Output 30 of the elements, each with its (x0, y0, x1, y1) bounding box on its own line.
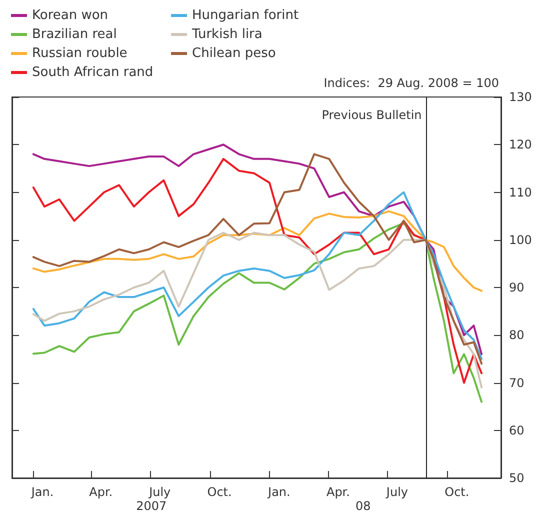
line-series (32, 210, 483, 292)
legend-label: South African rand (32, 65, 154, 80)
y-tick-label: 130 (509, 90, 532, 104)
legend-label: Korean won (32, 8, 108, 23)
text: 2007 (136, 499, 167, 513)
x-tick-label: July (385, 485, 408, 499)
legend-label: Turkish lira (191, 27, 262, 42)
y-tick-label: 110 (509, 185, 532, 200)
legend-label: Brazilian real (32, 27, 117, 42)
y-tick-label: 60 (509, 423, 524, 438)
legend-label: Chilean peso (192, 46, 276, 61)
x-tick-label: Jan. (30, 485, 54, 499)
x-tick-label: Jan. (267, 485, 290, 499)
text: Indices: 29 Aug. 2008 = 100 (324, 76, 500, 90)
text: 08 (355, 499, 371, 513)
x-tick-label: Apr. (89, 485, 113, 499)
y-tick-label: 50 (509, 471, 524, 485)
ref-line-label: Previous Bulletin (322, 108, 422, 122)
x-tick-label: Apr. (326, 485, 350, 499)
y-tick-label: 80 (509, 328, 524, 342)
x-tick-label: Oct. (207, 485, 232, 499)
y-tick-label: 70 (509, 376, 524, 390)
x-tick-label: July (148, 485, 171, 499)
legend-label: Russian rouble (32, 46, 128, 61)
x-tick-label: Oct. (444, 485, 470, 499)
line-series (32, 191, 483, 360)
y-tick-label: 120 (509, 138, 532, 152)
legend-label: Hungarian forint (192, 8, 299, 23)
y-tick-label: 100 (509, 232, 532, 247)
y-tick-label: 90 (509, 280, 524, 294)
